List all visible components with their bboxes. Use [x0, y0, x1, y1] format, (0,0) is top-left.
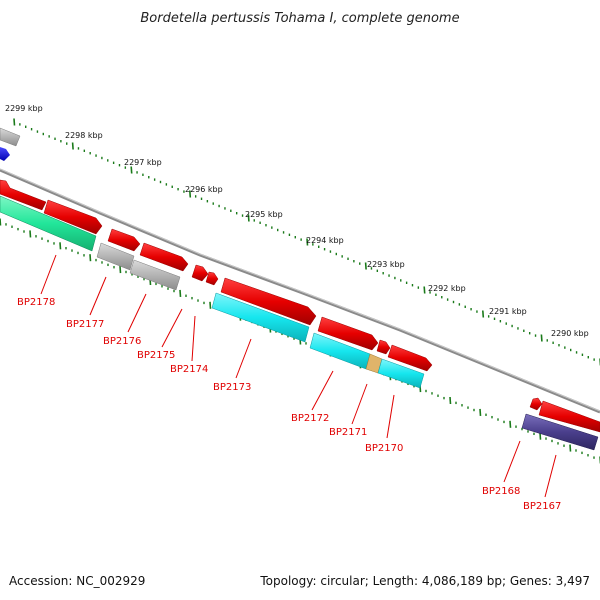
gene-label: BP2168	[482, 486, 520, 497]
genome-backbone-highlight	[0, 168, 600, 412]
scale-tick	[449, 396, 452, 405]
cds-gray	[96, 242, 135, 271]
scale-tick	[89, 254, 92, 262]
gene-label: BP2170	[365, 443, 403, 454]
cds-red	[376, 339, 391, 355]
cds-green	[0, 195, 97, 252]
gene-label: BP2177	[66, 319, 104, 330]
cds-navy	[521, 413, 599, 451]
scale-tick	[0, 218, 2, 226]
leader-line	[544, 454, 557, 498]
scale-label: 2299 kbp	[5, 104, 43, 113]
feature-blue-partial	[0, 147, 10, 161]
gene-label: BP2178	[17, 297, 55, 308]
cds-gray	[129, 259, 181, 291]
leader-line	[351, 383, 368, 425]
leader-line	[161, 308, 183, 348]
leader-line	[89, 276, 107, 316]
cds-red	[139, 242, 189, 272]
leader-line	[311, 370, 334, 411]
cds-red	[0, 179, 47, 211]
leader-line	[191, 315, 196, 362]
gene-label: BP2176	[103, 336, 141, 347]
scale-tick	[479, 408, 482, 416]
genome-backbone	[0, 168, 600, 414]
cds-red	[205, 271, 219, 286]
leader-line	[386, 394, 395, 439]
genome-summary-text: Topology: circular; Length: 4,086,189 bp…	[260, 574, 590, 588]
scale-label: 2291 kbp	[489, 307, 527, 316]
scale-tick	[423, 286, 426, 294]
gene-label: BP2172	[291, 413, 329, 424]
scale-tick	[509, 420, 512, 428]
scale-tick	[13, 118, 16, 126]
gene-label: BP2174	[170, 364, 208, 375]
reverse-strand-features	[0, 195, 599, 451]
gene-labels: BP2178 BP2177 BP2176 BP2175 BP2174 BP217…	[17, 297, 561, 512]
scale-tick	[189, 190, 192, 198]
scale-label: 2298 kbp	[65, 131, 103, 140]
cds-red	[220, 277, 317, 326]
scale-label: 2295 kbp	[245, 210, 283, 219]
cds-red	[191, 264, 209, 282]
scale-tick	[540, 334, 543, 342]
leader-line	[235, 338, 252, 379]
gene-label: BP2175	[137, 350, 175, 361]
scale-tick	[364, 262, 367, 270]
leader-line	[503, 440, 521, 483]
cds-red	[317, 316, 379, 351]
leader-line	[127, 293, 147, 333]
scale-tick	[179, 289, 182, 297]
gene-label: BP2171	[329, 427, 367, 438]
scale-labels: 2299 kbp 2298 kbp 2297 kbp 2296 kbp 2295…	[5, 104, 589, 338]
scale-label: 2294 kbp	[306, 236, 344, 245]
cds-red	[107, 228, 141, 252]
scale-tick	[59, 242, 62, 250]
accession-text: Accession: NC_002929	[9, 574, 146, 588]
scale-tick	[209, 301, 212, 309]
label-leaders	[40, 254, 557, 498]
scale-tick	[119, 266, 122, 274]
feature-gray-partial	[0, 127, 21, 147]
scale-label: 2296 kbp	[185, 185, 223, 194]
scale-tick	[29, 230, 32, 238]
scale-tick	[247, 214, 250, 222]
gene-label: BP2173	[213, 382, 251, 393]
scale-label: 2297 kbp	[124, 158, 162, 167]
gene-label: BP2167	[523, 501, 561, 512]
map-title: Bordetella pertussis Tohama I, complete …	[140, 11, 459, 26]
scale-tick	[539, 432, 542, 440]
scale-label: 2293 kbp	[367, 260, 405, 269]
cds-cyan	[211, 292, 310, 343]
cds-red	[529, 397, 543, 411]
scale-label: 2292 kbp	[428, 284, 466, 293]
scale-tick	[130, 166, 133, 174]
cds-red	[387, 344, 433, 372]
scale-tick	[569, 444, 572, 452]
cds-red	[538, 400, 600, 433]
forward-strand-features	[0, 179, 600, 433]
scale-label: 2290 kbp	[551, 329, 589, 338]
cds-red	[43, 199, 103, 235]
leader-line	[40, 254, 57, 295]
scale-tick	[71, 142, 74, 150]
scale-tick	[482, 310, 485, 318]
cds-cyan	[377, 358, 425, 389]
scale-tick	[306, 238, 309, 246]
